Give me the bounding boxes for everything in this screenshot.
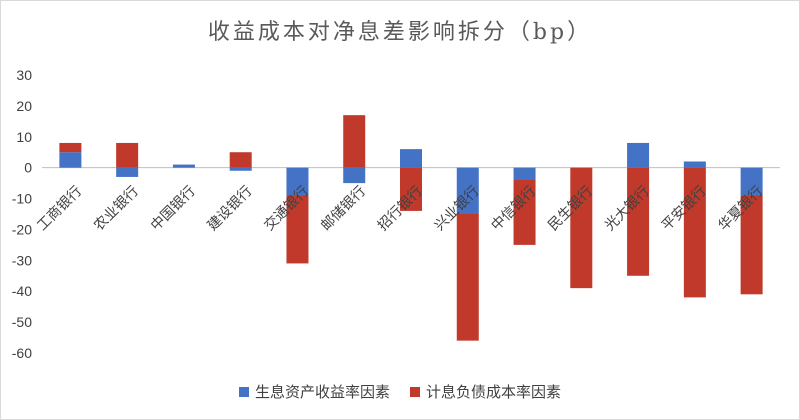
legend-swatch-red <box>410 386 420 397</box>
category-label: 建设银行 <box>205 183 256 234</box>
legend-swatch-blue <box>238 386 249 397</box>
bar-series-0 <box>286 167 309 196</box>
legend-item-liability-cost: 计息负债成本率因素 <box>410 381 561 402</box>
bar-series-1 <box>59 142 82 153</box>
y-tick-label: -50 <box>12 314 32 330</box>
y-tick-label: -20 <box>12 221 32 237</box>
category-label: 邮储银行 <box>318 183 369 234</box>
legend-label: 计息负债成本率因素 <box>426 383 562 401</box>
bar-series-0 <box>59 152 82 168</box>
y-tick-label: 0 <box>24 160 32 176</box>
bar-series-1 <box>513 180 536 245</box>
category-label: 工商银行 <box>34 183 85 234</box>
legend: 生息资产收益率因素 计息负债成本率因素 <box>0 381 800 402</box>
bar-series-1 <box>116 142 139 168</box>
y-tick-label: 30 <box>16 67 32 83</box>
category-label: 农业银行 <box>91 183 142 234</box>
bar-series-1 <box>343 115 366 168</box>
y-tick-label: 20 <box>16 98 32 114</box>
bar-series-0 <box>343 167 366 184</box>
bar-series-0 <box>740 167 763 196</box>
bar-series-1 <box>286 195 309 264</box>
bar-series-1 <box>683 167 706 298</box>
y-tick-label: -40 <box>12 283 32 299</box>
bar-series-1 <box>570 167 593 289</box>
y-tick-label: 10 <box>16 129 32 145</box>
bar-series-1 <box>456 214 479 341</box>
bar-series-0 <box>116 167 139 177</box>
bar-series-1 <box>229 152 252 168</box>
bar-series-1 <box>627 167 650 276</box>
y-tick-label: -60 <box>12 345 32 361</box>
legend-label: 生息资产收益率因素 <box>254 383 390 401</box>
y-tick-label: -30 <box>12 252 32 268</box>
bar-series-0 <box>683 161 706 168</box>
y-tick-label: -10 <box>12 191 32 207</box>
legend-item-asset-yield: 生息资产收益率因素 <box>238 381 390 402</box>
bar-series-0 <box>172 164 195 168</box>
category-label: 中国银行 <box>148 183 199 234</box>
bar-series-0 <box>456 167 479 214</box>
chart-title: 收益成本对净息差影响拆分（bp） <box>207 20 593 45</box>
bar-series-0 <box>627 142 650 168</box>
bar-series-0 <box>229 167 252 171</box>
bar-series-0 <box>400 149 422 168</box>
bar-series-0 <box>513 167 536 181</box>
bar-series-1 <box>400 167 422 211</box>
bar-series-1 <box>740 195 763 295</box>
